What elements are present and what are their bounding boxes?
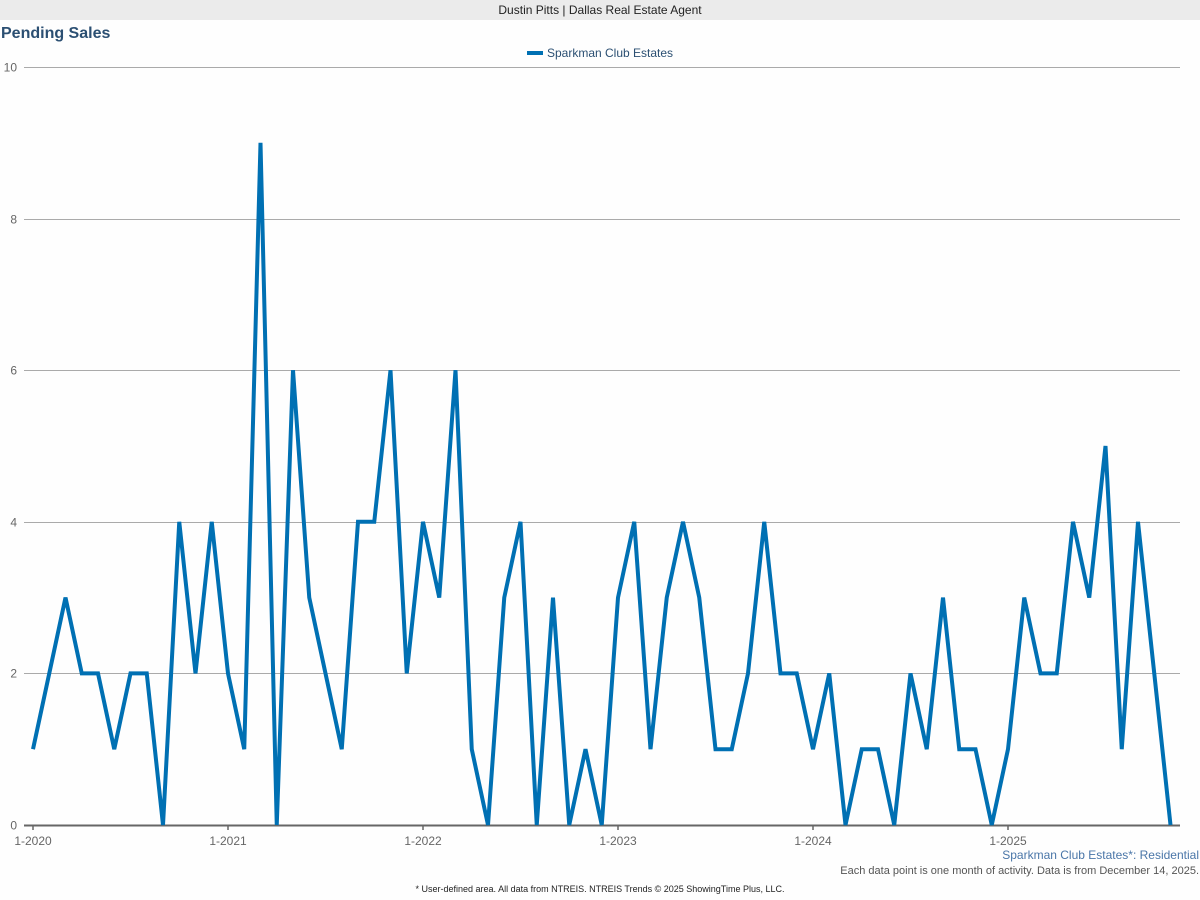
page-header: Dustin Pitts | Dallas Real Estate Agent [0, 0, 1200, 20]
x-tick-label: 1-2024 [794, 834, 832, 848]
y-tick-label: 8 [10, 213, 17, 227]
y-tick-label: 6 [10, 364, 17, 378]
x-tick-label: 1-2020 [14, 834, 52, 848]
chart-legend[interactable]: Sparkman Club Estates [0, 46, 1200, 60]
gridlines [24, 67, 1180, 674]
chart-title: Pending Sales [1, 25, 111, 42]
data-note: Each data point is one month of activity… [840, 865, 1199, 877]
series-caption: Sparkman Club Estates*: Residential [1002, 848, 1199, 862]
x-axis: 1-2020 1-2021 1-2022 1-2023 1-2024 1-2025 [14, 824, 1180, 848]
y-axis: 0 2 4 6 8 10 [4, 61, 18, 833]
legend-swatch-icon [526, 50, 543, 55]
y-tick-label: 10 [4, 61, 18, 75]
footnote: * User-defined area. All data from NTREI… [415, 884, 785, 894]
series-line-sparkman-club-estates[interactable] [31, 142, 1173, 826]
y-tick-label: 4 [10, 516, 17, 530]
legend-label: Sparkman Club Estates [546, 46, 674, 60]
x-tick-label: 1-2022 [404, 834, 442, 848]
y-tick-label: 2 [10, 667, 17, 681]
x-tick-label: 1-2021 [209, 834, 247, 848]
y-tick-label: 0 [10, 819, 17, 833]
x-tick-label: 1-2025 [989, 834, 1027, 848]
x-tick-label: 1-2023 [599, 834, 637, 848]
